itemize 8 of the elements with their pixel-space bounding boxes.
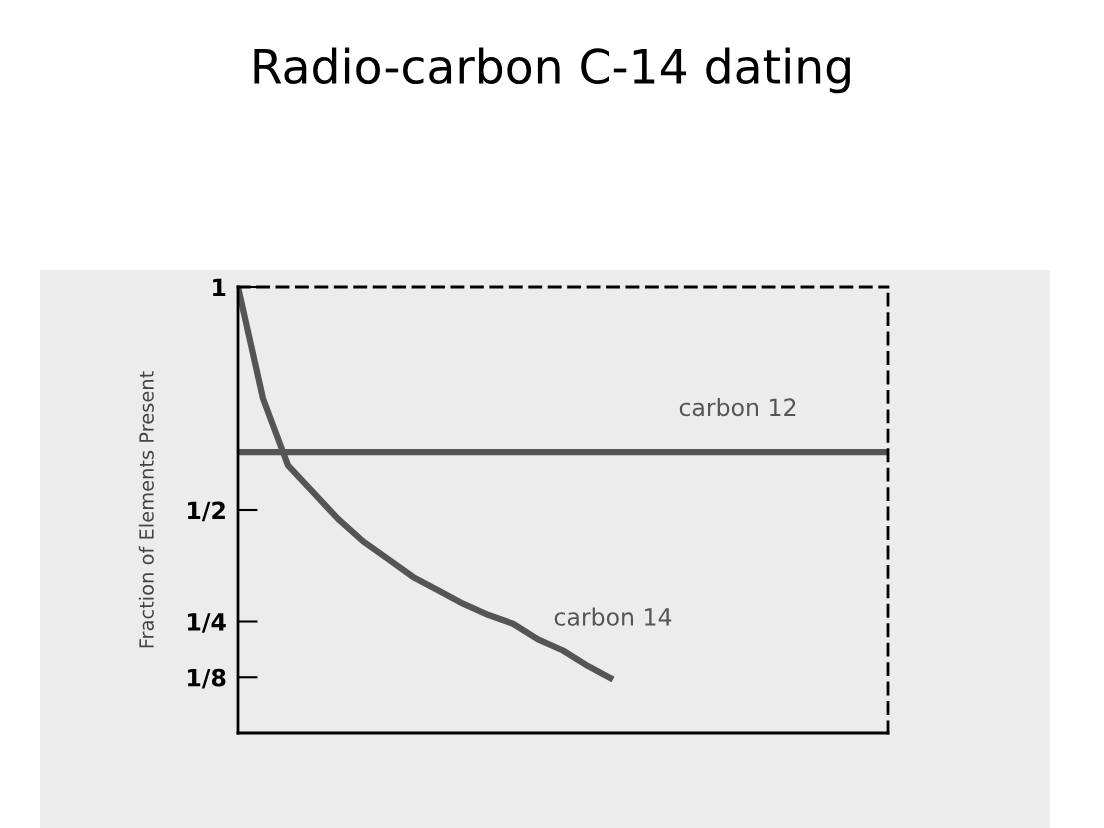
series-label: carbon 12	[679, 397, 796, 417]
y-tick-label: 1/8	[188, 668, 226, 689]
series-label: carbon 14	[554, 607, 672, 626]
y-tick-label: 1	[213, 278, 226, 296]
y-tick-label: 1/4	[188, 613, 226, 633]
y-axis-title: Fraction of Elements Present	[138, 371, 154, 648]
chart-title: Radio-carbon C-14 dating	[254, 47, 850, 94]
y-tick-label: 1/2	[188, 501, 225, 522]
